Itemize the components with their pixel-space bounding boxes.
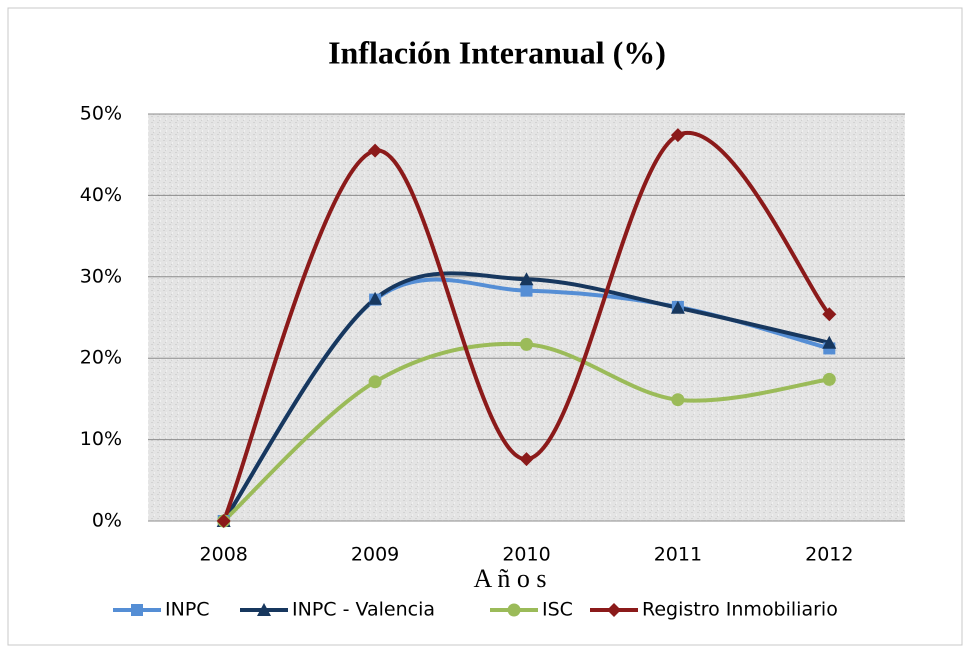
data-point (670, 300, 685, 314)
legend-marker (257, 603, 271, 616)
data-point (520, 337, 533, 351)
y-tick-label: 10% (80, 428, 122, 450)
data-point (822, 372, 836, 386)
y-tick-label: 40% (80, 184, 122, 206)
y-tick-label: 30% (80, 265, 122, 287)
data-point (671, 393, 685, 407)
y-tick-label: 50% (80, 103, 122, 125)
data-point (670, 128, 685, 143)
data-point (822, 335, 837, 349)
legend-label: ISC (542, 599, 573, 621)
x-tick-label: 2008 (200, 544, 248, 566)
legend-label: INPC (165, 599, 210, 621)
data-point (519, 272, 534, 286)
data-point (368, 375, 382, 389)
x-axis-label: A ñ o s (474, 564, 547, 593)
data-point (368, 143, 383, 158)
x-tick-label: 2009 (351, 544, 399, 566)
legend-label: Registro Inmobiliario (642, 599, 838, 621)
x-tick-label: 2010 (502, 544, 550, 566)
x-tick-label: 2011 (654, 544, 702, 566)
legend-marker (607, 603, 621, 617)
data-point (520, 284, 533, 297)
series-line (222, 271, 830, 523)
data-point (368, 291, 383, 305)
chart-title: Inflación Interanual (%) (328, 34, 666, 70)
legend-label: INPC - Valencia (292, 599, 435, 621)
data-point (216, 514, 231, 528)
data-point (822, 307, 837, 322)
series-line (221, 130, 831, 522)
legend-marker (131, 604, 143, 616)
y-tick-label: 20% (80, 347, 122, 369)
data-point (519, 452, 534, 467)
y-tick-label: 0% (92, 510, 122, 532)
x-tick-label: 2012 (805, 544, 853, 566)
legend-marker (507, 603, 521, 617)
